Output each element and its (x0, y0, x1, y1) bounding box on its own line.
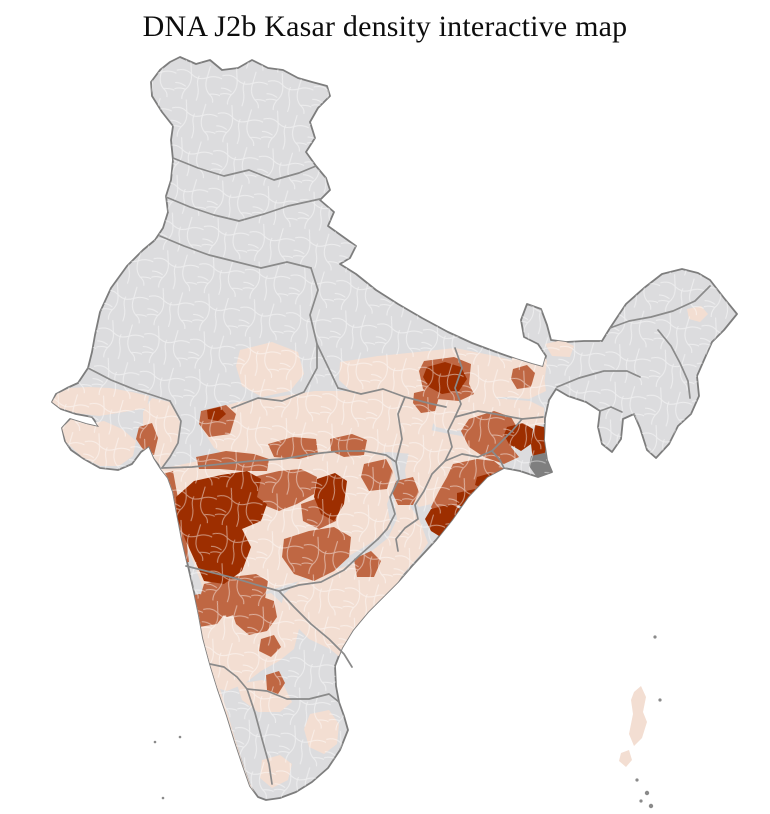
lakshadweep-islands[interactable] (153, 735, 182, 800)
andaman-nicobar-islands[interactable] (619, 635, 662, 809)
map-title: DNA J2b Kasar density interactive map (142, 10, 628, 43)
state-borders (87, 157, 711, 785)
